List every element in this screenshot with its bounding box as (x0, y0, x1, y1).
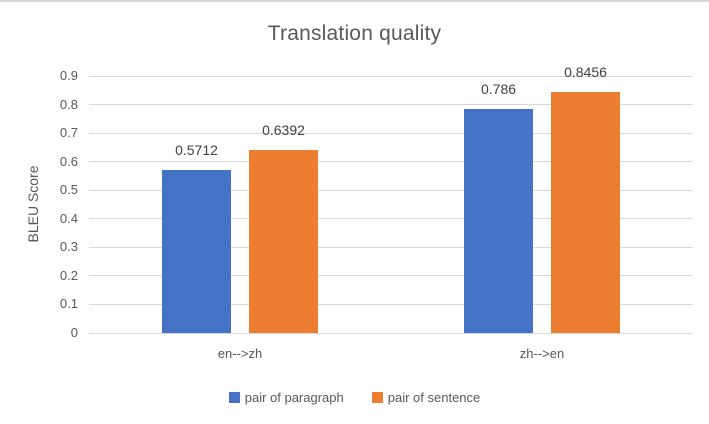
legend-swatch (371, 392, 383, 403)
bar-value-label: 0.6392 (262, 122, 305, 139)
gridline (89, 161, 693, 163)
bar-pair-of-sentence-en-zh (249, 150, 318, 333)
x-category-label-zh-en: zh-->en (519, 346, 565, 361)
gridline (89, 275, 693, 277)
gridline (89, 246, 693, 248)
bar-pair-of-paragraph-zh-en (464, 108, 533, 333)
legend-swatch (228, 392, 240, 403)
y-tick-label: 0.6 (59, 153, 78, 169)
gridline (89, 303, 693, 305)
y-tick-label: 0.8 (59, 96, 78, 112)
bar-pair-of-sentence-zh-en (551, 91, 620, 333)
y-tick-label: 0.1 (59, 296, 78, 312)
bar-value-label: 0.5712 (175, 141, 218, 158)
bar-value-label: 0.8456 (564, 63, 607, 80)
gridline (89, 189, 693, 191)
gridline (89, 104, 693, 106)
x-category-label-en-zh: en-->zh (217, 346, 263, 361)
y-tick-label: 0.2 (59, 267, 78, 283)
legend-item-label: pair of sentence (387, 390, 481, 405)
y-tick-label: 0.9 (59, 68, 78, 83)
gridline (89, 75, 693, 77)
plot-area: 0.5712 0.6392 0.786 0.8456 (89, 64, 693, 334)
window-top-border (0, 0, 709, 2)
y-tick-label: 0.3 (59, 239, 78, 255)
legend-item-pair-of-paragraph: pair of paragraph (228, 390, 344, 405)
y-tick-label: 0 (70, 325, 78, 340)
legend-item-pair-of-sentence: pair of sentence (371, 390, 481, 405)
legend: pair of paragraph pair of sentence (0, 390, 709, 405)
chart-title: Translation quality (267, 22, 442, 45)
gridline (89, 332, 693, 334)
bar-value-label: 0.786 (480, 80, 517, 97)
y-axis-title: BLEU Score (25, 165, 41, 243)
y-tick-label: 0.5 (59, 182, 78, 198)
bar-pair-of-paragraph-en-zh (162, 169, 231, 333)
gridline (89, 218, 693, 220)
legend-item-label: pair of paragraph (244, 390, 344, 405)
y-tick-label: 0.4 (59, 210, 78, 226)
y-tick-label: 0.7 (59, 125, 78, 141)
gridline (89, 132, 693, 134)
